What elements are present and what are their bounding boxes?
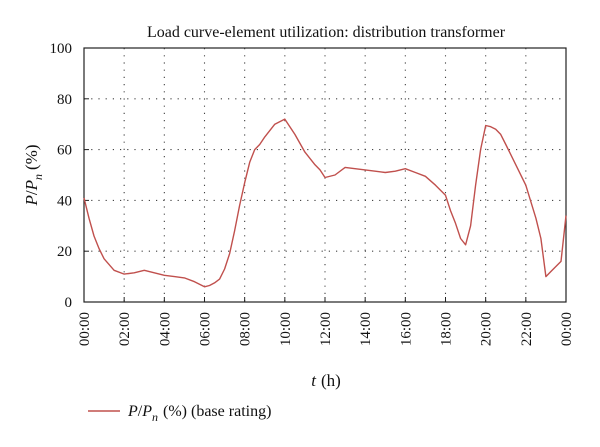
x-tick-label: 14:00 xyxy=(358,312,374,346)
y-tick-label: 60 xyxy=(57,143,72,159)
grid xyxy=(84,48,566,302)
x-tick-label: 12:00 xyxy=(318,312,334,346)
x-axis-label: t (h) xyxy=(311,371,341,390)
y-tick-label: 0 xyxy=(65,295,73,311)
x-axis: 00:00 02:00 04:00 06:00 08:00 10:00 12:00 14:00… xyxy=(77,297,575,346)
legend-label: P/Pn (%) (base rating) xyxy=(127,403,271,424)
y-tick-label: 80 xyxy=(57,92,72,108)
y-tick-label: 40 xyxy=(57,193,72,209)
chart-title: Load curve-element utilization: distribu… xyxy=(147,24,506,41)
x-tick-label: 00:00 xyxy=(559,312,575,346)
plot-frame xyxy=(83,47,567,303)
series-line-load-curve xyxy=(83,118,567,288)
y-axis: 0 20 40 60 80 100 xyxy=(50,41,89,311)
y-tick-label: 20 xyxy=(57,244,72,260)
x-tick-label: 16:00 xyxy=(398,312,414,346)
y-tick-label: 100 xyxy=(50,41,73,57)
legend: P/Pn (%) (base rating) xyxy=(88,403,271,424)
x-tick-label: 02:00 xyxy=(117,312,133,346)
x-tick-label: 00:00 xyxy=(77,312,93,346)
x-tick-label: 04:00 xyxy=(157,312,173,346)
x-tick-label: 10:00 xyxy=(278,312,294,346)
x-tick-label: 22:00 xyxy=(519,312,535,346)
x-tick-label: 18:00 xyxy=(439,312,455,346)
x-tick-label: 20:00 xyxy=(479,312,495,346)
x-tick-label: 06:00 xyxy=(198,312,214,346)
y-axis-label: P/Pn(%) xyxy=(22,145,45,207)
x-tick-label: 08:00 xyxy=(238,312,254,346)
